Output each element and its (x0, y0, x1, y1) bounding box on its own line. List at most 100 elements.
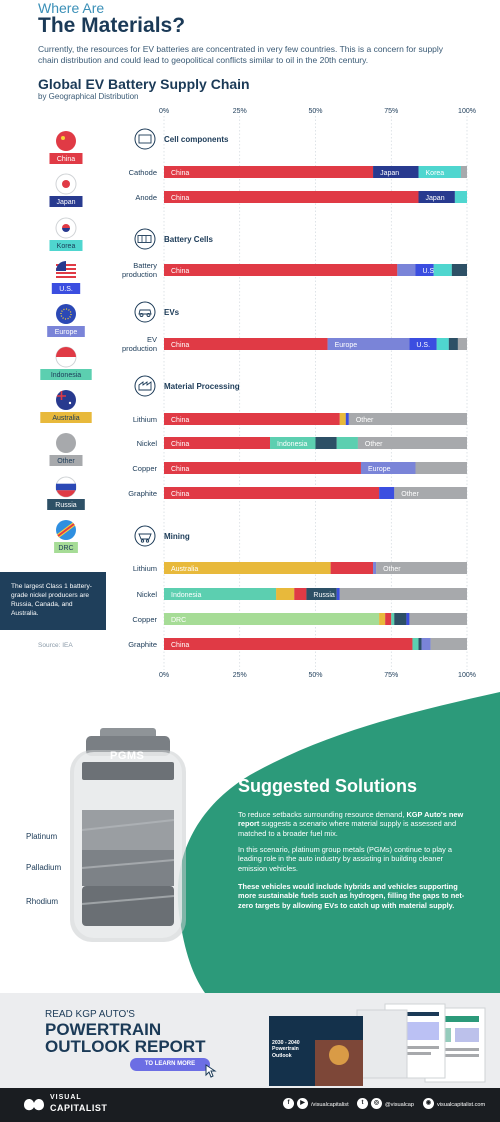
p1-bold: KGP Auto's new report (238, 810, 464, 829)
segment-label: China (171, 441, 189, 448)
pgm-battery-icon (70, 728, 186, 942)
layer-platinum: Platinum (26, 832, 58, 841)
japan-flag-icon-sun (62, 180, 70, 188)
bar-segment-china (164, 191, 419, 203)
segment-label: U.S. (416, 342, 430, 349)
legend-tag (51, 283, 81, 294)
tick-label-bottom: 25% (233, 672, 247, 679)
bar-segment-japan (418, 191, 455, 203)
group-label: EVs (164, 308, 180, 317)
solutions-graphic (70, 692, 500, 993)
segment-label: China (171, 170, 189, 177)
legend-label: Russia (55, 502, 77, 509)
bar-segment-china (164, 264, 398, 276)
bar-segment-indonesia (164, 588, 277, 600)
segment-label: China (171, 466, 189, 473)
bar-segment-australia (379, 613, 386, 625)
legend-label: DRC (58, 545, 73, 552)
visual-capitalist-logo-icon (24, 1099, 44, 1111)
legend-tag (49, 240, 83, 251)
layer-palladium: Palladium (26, 863, 62, 872)
legend-tag (40, 412, 92, 423)
tick-label-bottom: 75% (384, 672, 398, 679)
row-label: Copper (132, 615, 157, 624)
bar-segment-russia (306, 588, 337, 600)
youtube-icon[interactable]: ▶ (297, 1098, 308, 1109)
handle-visualcapitalist[interactable]: /visualcapitalist (311, 1102, 349, 1108)
segment-label: Europe (335, 342, 358, 349)
bar-segment-other (339, 588, 467, 600)
segment-label: Other (383, 566, 401, 573)
bar-segment-china (164, 413, 340, 425)
korea-flag-icon-bottom (62, 228, 70, 232)
tick-label-top: 0% (159, 108, 169, 115)
legend-tag (47, 326, 85, 337)
cta-line2: POWERTRAIN (45, 1020, 162, 1039)
bar-segment-other (457, 338, 467, 350)
battery-pack-icon-shape (137, 235, 152, 243)
tick-label-top: 100% (458, 108, 476, 115)
bar-segment-us (345, 413, 349, 425)
bar-segment-china (330, 562, 374, 574)
bar-segment-russia (448, 338, 458, 350)
bar-segment-europe (397, 264, 416, 276)
segment-label: Other (365, 441, 383, 448)
cta-line3: OUTLOOK REPORT (45, 1037, 206, 1056)
segment-label: China (171, 491, 189, 498)
eu-flag-icon-stars (60, 308, 72, 320)
row-label: Battery (133, 261, 157, 270)
legend-label: Japan (56, 199, 75, 206)
legend-label: China (57, 156, 75, 163)
facebook-icon[interactable]: f (283, 1098, 294, 1109)
eu-flag-icon (56, 304, 76, 324)
chart-title: Global EV Battery Supply Chain (38, 76, 250, 92)
learn-more-button[interactable]: TO LEARN MORE (130, 1058, 210, 1071)
segment-label: Europe (368, 466, 391, 473)
factory-icon-shape (138, 381, 152, 391)
group-label: Battery Cells (164, 235, 213, 244)
bar-segment-us (379, 487, 395, 499)
bar-segment-europe (421, 638, 431, 650)
handle-visualcap[interactable]: @visualcap (385, 1102, 414, 1108)
twitter-icon[interactable]: t (357, 1098, 368, 1109)
cta-line1: READ KGP AUTO'S (45, 1009, 135, 1020)
bar-segment-china (294, 588, 307, 600)
bar-segment-other (460, 166, 467, 178)
bar-segment-us (406, 613, 410, 625)
china-flag-icon (56, 131, 76, 151)
row-label: Anode (135, 193, 157, 202)
bar-segment-other (415, 462, 467, 474)
russia-flag-icon-bottom (56, 490, 76, 497)
legend-tag (47, 499, 85, 510)
supply-chain-chart: 0% 0% 25% 25% 50% 50% 75% 75% 100% 100% Cell compo… (40, 108, 476, 679)
segment-label: Indonesia (171, 592, 201, 599)
korea-flag-icon-top (62, 224, 70, 228)
mine-cart-icon-shape (138, 533, 152, 540)
bar-segment-drc (164, 613, 380, 625)
header-pretitle: Where Are (38, 0, 105, 16)
bar-segment-korea (418, 166, 461, 178)
bar-segment-china (164, 638, 413, 650)
car-icon-wheel (139, 313, 144, 317)
tick-label-top: 25% (233, 108, 247, 115)
bar-segment-indonesia (336, 437, 358, 449)
bar-segment-us (415, 264, 434, 276)
battery-cell-icon-shape (138, 134, 152, 144)
segment-label: Japan (380, 170, 399, 177)
china-flag-icon-star (61, 136, 65, 140)
bar-segment-indonesia (391, 613, 395, 625)
segment-label: Russia (313, 592, 335, 599)
legend-tag (49, 196, 83, 207)
battery-pack-icon (134, 228, 156, 250)
bar-segment-other (348, 413, 467, 425)
web-icon[interactable]: ◉ (423, 1098, 434, 1109)
bar-segment-australia (164, 562, 331, 574)
row-label: Copper (132, 464, 157, 473)
instagram-icon[interactable]: ◎ (371, 1098, 382, 1109)
footer-site[interactable]: visualcapitalist.com (437, 1102, 486, 1108)
bar-segment-russia (418, 638, 422, 650)
bar-segment-indonesia (270, 437, 316, 449)
bar-segment-other (357, 437, 467, 449)
bar-segment-china (164, 462, 361, 474)
australia-flag-icon-cross (57, 391, 66, 400)
